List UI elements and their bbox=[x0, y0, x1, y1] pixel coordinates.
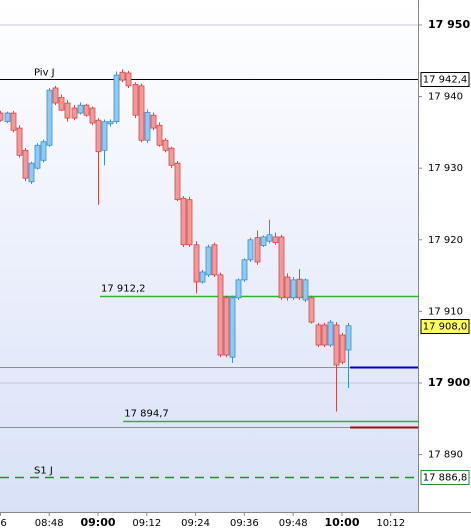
candle-body bbox=[199, 271, 206, 283]
y-tick-label: 17 940 bbox=[428, 92, 463, 103]
level-label: 17 894,7 bbox=[124, 409, 169, 420]
candle-body bbox=[247, 239, 254, 261]
candle-body bbox=[296, 278, 303, 299]
last-price-label: 17 908,0 bbox=[423, 322, 468, 333]
candle-body bbox=[144, 111, 151, 141]
level-box bbox=[420, 72, 470, 87]
candle-body bbox=[107, 121, 114, 125]
candle-body bbox=[180, 197, 187, 246]
candle-body bbox=[101, 121, 108, 151]
candle-body bbox=[327, 321, 334, 346]
candle-body bbox=[205, 246, 212, 276]
candle-body bbox=[284, 276, 291, 299]
candle-body bbox=[266, 234, 273, 242]
candle-body bbox=[241, 259, 248, 281]
candle-body bbox=[186, 199, 193, 246]
level-label: 17 886,8 bbox=[423, 473, 468, 484]
x-tick-label: 10:12 bbox=[376, 518, 405, 529]
candle-body bbox=[290, 279, 297, 299]
candle-body bbox=[162, 139, 169, 151]
candle-body bbox=[254, 237, 261, 263]
last-price-box bbox=[420, 319, 470, 334]
candle-body bbox=[10, 112, 17, 131]
candle-body bbox=[119, 71, 126, 81]
candle-body bbox=[16, 127, 23, 156]
candle-body bbox=[211, 244, 218, 276]
candle-body bbox=[229, 297, 236, 358]
x-tick-label: 09:00 bbox=[80, 516, 115, 529]
candle-body bbox=[217, 274, 224, 356]
y-tick-label: 17 950 bbox=[428, 18, 470, 31]
candle-body bbox=[83, 104, 90, 116]
candle-body bbox=[235, 279, 242, 299]
level-name: S1 J bbox=[34, 466, 53, 477]
candle-body bbox=[302, 279, 309, 301]
candle-body bbox=[77, 104, 84, 114]
candle-body bbox=[168, 147, 175, 166]
candle-body bbox=[333, 324, 340, 366]
candle-body bbox=[132, 84, 139, 116]
candle-body bbox=[193, 244, 200, 283]
candle-body bbox=[28, 162, 35, 183]
candle-body bbox=[95, 119, 102, 153]
level-name: Piv J bbox=[34, 68, 55, 79]
candle-body bbox=[40, 141, 47, 161]
x-tick-label: 09:36 bbox=[230, 518, 259, 529]
y-tick-label: 17 910 bbox=[428, 306, 463, 317]
candle-body bbox=[46, 89, 53, 146]
x-tick-label: 09:12 bbox=[132, 518, 161, 529]
candle-body bbox=[52, 87, 59, 104]
x-tick-label: 10:00 bbox=[324, 516, 359, 529]
y-tick-label: 17 920 bbox=[428, 235, 463, 246]
candle-body bbox=[321, 324, 328, 346]
candle-body bbox=[89, 107, 96, 124]
candle-body bbox=[58, 96, 65, 111]
candle-body bbox=[34, 144, 41, 169]
y-tick-label: 17 900 bbox=[428, 376, 470, 389]
x-tick-label: 36 bbox=[0, 518, 7, 529]
x-tick-label: 09:48 bbox=[279, 518, 308, 529]
candle-body bbox=[150, 114, 157, 129]
candle-body bbox=[223, 297, 230, 356]
y-tick-label: 17 890 bbox=[428, 450, 463, 461]
level-label: 17 942,4 bbox=[423, 75, 468, 86]
candle-body bbox=[260, 236, 267, 246]
candle-body bbox=[0, 112, 4, 121]
x-tick-label: 08:48 bbox=[35, 518, 64, 529]
candle-body bbox=[308, 297, 315, 323]
level-box bbox=[420, 470, 470, 485]
candle-body bbox=[315, 324, 322, 346]
candle-body bbox=[174, 162, 181, 201]
level-label: 17 912,2 bbox=[101, 284, 146, 295]
candle-body bbox=[125, 72, 132, 87]
candle-body bbox=[272, 236, 279, 244]
candle-body bbox=[113, 74, 120, 123]
candle-body bbox=[345, 325, 352, 351]
candle-body bbox=[64, 102, 71, 119]
candle-body bbox=[4, 112, 11, 123]
candle-body bbox=[339, 334, 346, 363]
candle-body bbox=[278, 236, 285, 299]
candle-body bbox=[138, 85, 145, 141]
candle-body bbox=[22, 149, 29, 179]
candle-body bbox=[156, 124, 163, 146]
y-tick-label: 17 930 bbox=[428, 163, 463, 174]
x-tick-label: 09:24 bbox=[181, 518, 210, 529]
candle-body bbox=[71, 107, 78, 119]
